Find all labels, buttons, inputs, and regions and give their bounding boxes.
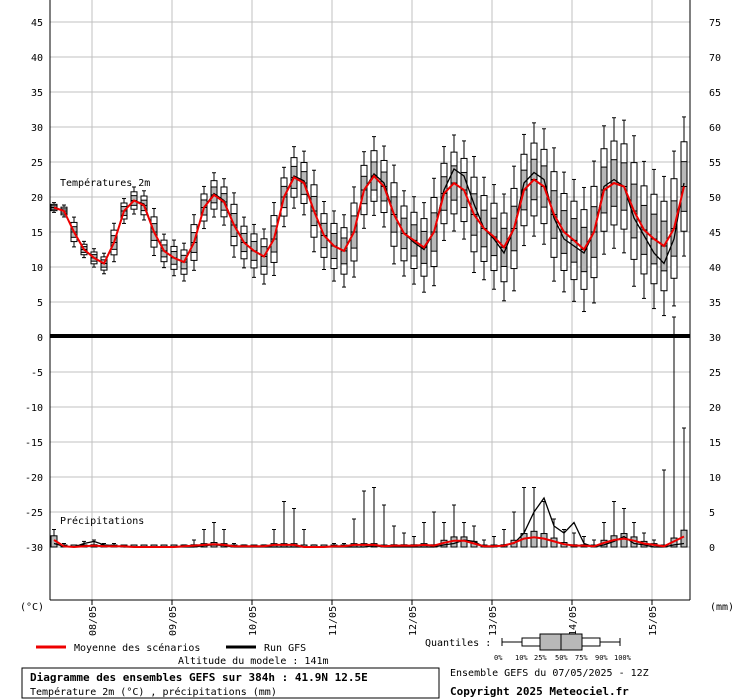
precip-left-tick-label: -5 bbox=[31, 368, 43, 379]
legend-gfs-label: Run GFS bbox=[264, 643, 306, 654]
quantile-marks: 0% 10% 25% 50% 75% 90% 100% bbox=[494, 654, 632, 662]
temp-left-tick-label: 25 bbox=[31, 158, 43, 169]
temp-left-tick-label: 5 bbox=[37, 298, 43, 309]
temp-right-tick-label: 60 bbox=[709, 123, 721, 134]
panel-separator bbox=[50, 334, 690, 338]
precip-right-tick-label: 25 bbox=[709, 368, 721, 379]
temp-right-tick-label: 30 bbox=[709, 333, 721, 344]
temp-left-tick-label: 15 bbox=[31, 228, 43, 239]
precip-left-tick-label: -15 bbox=[25, 438, 43, 449]
chart-subtitle: Température 2m (°C) , précipitations (mm… bbox=[30, 686, 277, 698]
temp-left-tick-label: 45 bbox=[31, 18, 43, 29]
quantile-mark-25: 25% bbox=[534, 654, 547, 662]
x-tick-label: 10/05 bbox=[248, 606, 259, 636]
legend-mean-label: Moyenne des scénarios bbox=[74, 642, 200, 654]
precip-box bbox=[350, 518, 358, 548]
chart-title: Diagramme des ensembles GEFS sur 384h : … bbox=[30, 671, 368, 684]
temp-right-tick-label: 65 bbox=[709, 88, 721, 99]
axis-labels: 08/05 09/05 10/05 11/05 12/05 13/05 14/05 15/05… bbox=[25, 18, 721, 636]
precip-box bbox=[370, 487, 378, 548]
precip-box bbox=[660, 469, 668, 548]
quantile-mark-10: 10% bbox=[515, 654, 528, 662]
quantiles-label: Quantiles : bbox=[425, 638, 491, 649]
precip-box bbox=[380, 504, 388, 548]
precip-box bbox=[290, 508, 298, 548]
precip-box bbox=[680, 427, 688, 548]
precip-left-tick-label: -10 bbox=[25, 403, 43, 414]
temp-right-tick-label: 55 bbox=[709, 158, 721, 169]
x-tick-label: 14/05 bbox=[568, 606, 579, 636]
temp-left-tick-label: 20 bbox=[31, 193, 43, 204]
precipitation-panel-label: Précipitations bbox=[60, 515, 144, 527]
temp-right-tick-label: 40 bbox=[709, 263, 721, 274]
left-axis-unit: (°C) bbox=[20, 602, 44, 613]
x-tick-label: 13/05 bbox=[488, 606, 499, 636]
precip-right-tick-label: 15 bbox=[709, 438, 721, 449]
temp-right-tick-label: 35 bbox=[709, 298, 721, 309]
x-tick-label: 12/05 bbox=[408, 606, 419, 636]
quantile-box-legend bbox=[501, 633, 621, 651]
precip-box-body bbox=[530, 530, 538, 548]
temp-left-tick-label: 0 bbox=[37, 333, 43, 344]
quantile-mark-50: 50% bbox=[555, 654, 568, 662]
quantile-mark-90: 90% bbox=[595, 654, 608, 662]
temperature-panel-label: Températures 2m bbox=[60, 177, 150, 189]
precip-left-tick-label: -20 bbox=[25, 473, 43, 484]
precip-right-tick-label: 0 bbox=[709, 543, 715, 554]
temp-left-tick-label: 35 bbox=[31, 88, 43, 99]
temp-right-tick-label: 70 bbox=[709, 53, 721, 64]
temp-left-tick-label: 40 bbox=[31, 53, 43, 64]
quantile-mark-100: 100% bbox=[614, 654, 632, 662]
precip-box bbox=[460, 522, 468, 548]
x-tick-label: 11/05 bbox=[328, 606, 339, 636]
altitude-text: Altitude du modele : 141m bbox=[178, 656, 329, 667]
precip-left-tick-label: -30 bbox=[25, 543, 43, 554]
x-tick-label: 09/05 bbox=[168, 606, 179, 636]
precip-box-body bbox=[540, 533, 548, 548]
precip-box-body bbox=[620, 533, 628, 548]
precip-box bbox=[620, 508, 628, 548]
precip-box bbox=[430, 511, 438, 548]
precip-right-tick-label: 10 bbox=[709, 473, 721, 484]
right-axis-unit: (mm) bbox=[710, 602, 734, 613]
x-tick-label: 08/05 bbox=[88, 606, 99, 636]
chart-marks bbox=[50, 116, 688, 549]
temp-right-tick-label: 75 bbox=[709, 18, 721, 29]
title-box bbox=[21, 667, 440, 699]
quantile-mark-0: 0% bbox=[494, 654, 503, 662]
precip-box bbox=[280, 501, 288, 548]
precip-right-tick-label: 5 bbox=[709, 508, 715, 519]
run-text: Ensemble GEFS du 07/05/2025 - 12Z bbox=[450, 668, 649, 679]
temp-right-tick-label: 50 bbox=[709, 193, 721, 204]
temp-left-tick-label: 30 bbox=[31, 123, 43, 134]
temp-right-tick-label: 45 bbox=[709, 228, 721, 239]
precip-box bbox=[360, 490, 368, 548]
precip-gfs-line bbox=[53, 496, 685, 548]
temp-mean-line bbox=[53, 174, 685, 265]
precip-right-tick-label: 20 bbox=[709, 403, 721, 414]
copyright: Copyright 2025 Meteociel.fr bbox=[450, 685, 629, 698]
precip-box bbox=[300, 529, 308, 548]
temp-left-tick-label: 10 bbox=[31, 263, 43, 274]
precip-mean-line bbox=[53, 535, 685, 549]
x-tick-label: 15/05 bbox=[648, 606, 659, 636]
quantile-mark-75: 75% bbox=[575, 654, 588, 662]
precip-left-tick-label: -25 bbox=[25, 508, 43, 519]
precip-box bbox=[420, 522, 428, 548]
precip-box bbox=[390, 525, 398, 548]
